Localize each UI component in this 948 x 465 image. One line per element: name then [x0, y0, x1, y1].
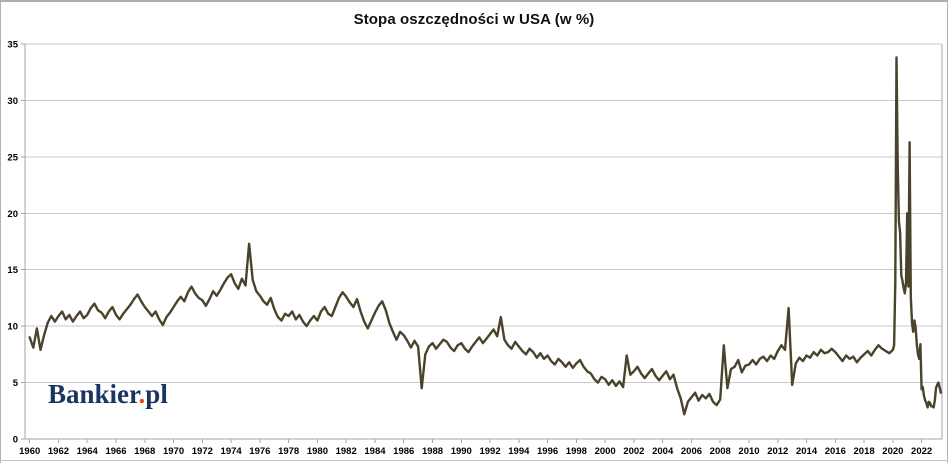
- x-tick-label: 2002: [623, 446, 644, 457]
- x-tick-label: 1972: [192, 446, 213, 457]
- y-tick-label: 15: [7, 265, 18, 276]
- x-tick-label: 2020: [882, 446, 903, 457]
- y-gridlines: [25, 43, 942, 384]
- x-tick-label: 1996: [537, 446, 558, 457]
- x-tick-label: 1962: [48, 446, 69, 457]
- x-tick-label: 2018: [854, 446, 875, 457]
- y-tick-label: 35: [7, 40, 18, 51]
- x-tick-label: 1976: [249, 446, 270, 457]
- chart-title: Stopa oszczędności w USA (w %): [353, 11, 595, 28]
- x-tick-label: 2008: [710, 446, 731, 457]
- x-tick-label: 1970: [163, 446, 184, 457]
- x-tick-label: 2012: [767, 446, 788, 457]
- x-tick-label: 2000: [595, 446, 616, 457]
- x-tick-label: 1990: [451, 446, 472, 457]
- x-tick-label: 1960: [19, 446, 40, 457]
- x-tick-label: 1964: [77, 446, 99, 457]
- x-tick-label: 1968: [134, 446, 155, 457]
- y-axis-ticks: 0 5 10 15 20 25 30 35: [7, 40, 25, 446]
- x-tick-label: 1982: [336, 446, 357, 457]
- x-tick-label: 1994: [508, 446, 530, 457]
- x-tick-label: 1988: [422, 446, 443, 457]
- y-tick-label: 0: [13, 435, 18, 446]
- x-tick-label: 1966: [105, 446, 126, 457]
- x-tick-label: 2010: [738, 446, 759, 457]
- y-tick-label: 25: [7, 152, 18, 163]
- x-tick-label: 2022: [911, 446, 932, 457]
- axes: [1, 44, 948, 461]
- x-tick-label: 1986: [393, 446, 414, 457]
- logo-text-pl: pl: [145, 379, 168, 409]
- savings-rate-series-line: [28, 56, 942, 416]
- x-tick-label: 1992: [479, 446, 500, 457]
- y-tick-label: 20: [7, 209, 18, 220]
- x-axis-ticks: 1960 1962 1964 1966 1968 1970 1972 1974 1976 1978…: [19, 439, 932, 457]
- x-tick-label: 2006: [681, 446, 702, 457]
- y-tick-label: 30: [7, 96, 18, 107]
- x-tick-label: 1984: [364, 446, 386, 457]
- x-tick-label: 1974: [221, 446, 243, 457]
- y-tick-label: 10: [7, 322, 18, 333]
- x-tick-label: 1978: [278, 446, 299, 457]
- bankier-logo: Bankier.pl: [48, 381, 168, 408]
- x-tick-label: 1998: [566, 446, 587, 457]
- x-tick-label: 2004: [652, 446, 674, 457]
- logo-text-bankier: Bankier: [48, 379, 139, 409]
- x-tick-label: 2014: [796, 446, 818, 457]
- y-tick-label: 5: [13, 378, 19, 389]
- logo-dot: .: [138, 379, 146, 409]
- x-tick-label: 1980: [307, 446, 328, 457]
- x-tick-label: 2016: [825, 446, 846, 457]
